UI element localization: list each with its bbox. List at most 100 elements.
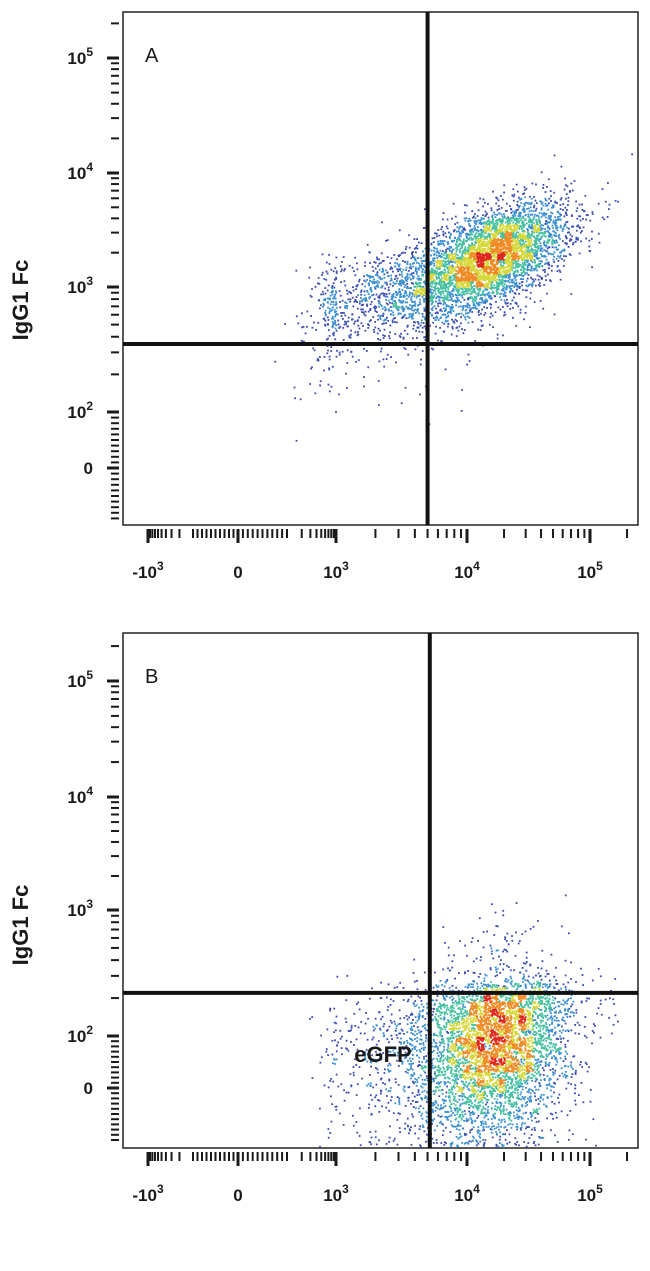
event-point bbox=[538, 275, 541, 278]
event-point bbox=[403, 286, 406, 288]
event-point bbox=[372, 328, 375, 331]
event-point bbox=[510, 228, 513, 231]
event-point bbox=[558, 236, 560, 239]
event-point bbox=[392, 270, 394, 273]
event-point bbox=[463, 272, 465, 274]
event-point bbox=[513, 230, 516, 232]
event-point bbox=[459, 305, 462, 308]
event-point bbox=[346, 349, 349, 352]
event-point bbox=[502, 239, 505, 242]
event-point bbox=[520, 274, 522, 276]
event-point bbox=[500, 246, 502, 248]
event-point bbox=[451, 258, 454, 261]
event-point bbox=[397, 292, 400, 295]
event-point bbox=[325, 261, 328, 264]
event-point bbox=[495, 225, 497, 228]
event-point bbox=[475, 296, 478, 299]
event-point bbox=[571, 225, 573, 228]
event-point bbox=[461, 288, 464, 290]
event-point bbox=[536, 258, 539, 260]
event-point bbox=[544, 271, 546, 273]
event-point bbox=[496, 333, 499, 336]
event-point bbox=[505, 272, 508, 275]
event-point bbox=[469, 268, 472, 271]
event-point bbox=[556, 265, 559, 268]
event-point bbox=[385, 302, 388, 305]
event-point bbox=[511, 278, 514, 281]
event-point bbox=[457, 329, 460, 332]
event-point bbox=[414, 308, 417, 311]
event-point bbox=[412, 272, 415, 274]
event-point bbox=[527, 269, 530, 271]
event-point bbox=[379, 303, 382, 306]
event-point bbox=[324, 324, 327, 327]
event-point bbox=[462, 251, 465, 254]
event-point bbox=[481, 297, 484, 300]
event-point bbox=[500, 289, 503, 291]
event-point bbox=[394, 302, 396, 304]
event-point bbox=[447, 291, 449, 294]
event-point bbox=[483, 275, 486, 278]
event-point bbox=[511, 266, 513, 269]
event-point bbox=[564, 177, 566, 180]
event-point bbox=[502, 280, 504, 283]
event-point bbox=[417, 304, 419, 307]
event-point bbox=[477, 273, 480, 275]
event-point bbox=[522, 209, 525, 212]
event-point bbox=[526, 246, 528, 248]
event-point bbox=[345, 372, 347, 375]
event-point bbox=[516, 269, 519, 272]
event-point bbox=[524, 289, 527, 292]
event-point bbox=[331, 285, 334, 287]
event-point bbox=[398, 291, 401, 293]
event-point bbox=[433, 262, 436, 265]
event-point bbox=[544, 244, 547, 247]
event-point bbox=[508, 220, 510, 223]
event-point bbox=[463, 243, 465, 245]
event-point bbox=[514, 266, 517, 269]
event-point bbox=[488, 296, 491, 298]
event-point bbox=[432, 257, 435, 260]
event-point bbox=[462, 307, 464, 310]
event-point bbox=[416, 247, 419, 250]
event-point bbox=[451, 256, 454, 258]
event-point bbox=[509, 303, 512, 305]
event-point bbox=[317, 277, 320, 279]
event-point bbox=[464, 276, 467, 278]
event-point bbox=[519, 311, 522, 314]
event-point bbox=[469, 310, 471, 313]
event-point bbox=[469, 254, 472, 256]
event-point bbox=[363, 290, 366, 293]
event-point bbox=[456, 320, 458, 322]
event-point bbox=[538, 217, 541, 220]
event-point bbox=[447, 272, 450, 274]
event-point bbox=[499, 279, 501, 281]
event-point bbox=[430, 303, 433, 306]
event-point bbox=[491, 275, 493, 278]
event-point bbox=[470, 259, 473, 261]
event-point bbox=[501, 236, 504, 239]
event-point bbox=[486, 260, 488, 263]
event-point bbox=[335, 256, 338, 259]
event-point bbox=[503, 191, 505, 194]
event-point bbox=[452, 269, 455, 272]
event-point bbox=[547, 230, 550, 233]
event-point bbox=[482, 300, 484, 303]
event-point bbox=[461, 225, 464, 228]
event-point bbox=[435, 251, 438, 254]
event-point bbox=[505, 210, 508, 212]
event-point bbox=[467, 249, 469, 252]
event-point bbox=[487, 246, 490, 249]
event-point bbox=[430, 277, 433, 280]
event-point bbox=[452, 285, 455, 287]
event-point bbox=[550, 236, 553, 239]
event-point bbox=[453, 258, 456, 260]
event-point bbox=[415, 268, 417, 271]
event-point bbox=[554, 242, 556, 244]
event-point bbox=[469, 304, 471, 307]
event-point bbox=[496, 197, 499, 200]
event-point bbox=[536, 221, 539, 223]
event-point bbox=[339, 294, 342, 297]
event-point bbox=[376, 275, 379, 277]
event-point bbox=[421, 296, 424, 298]
